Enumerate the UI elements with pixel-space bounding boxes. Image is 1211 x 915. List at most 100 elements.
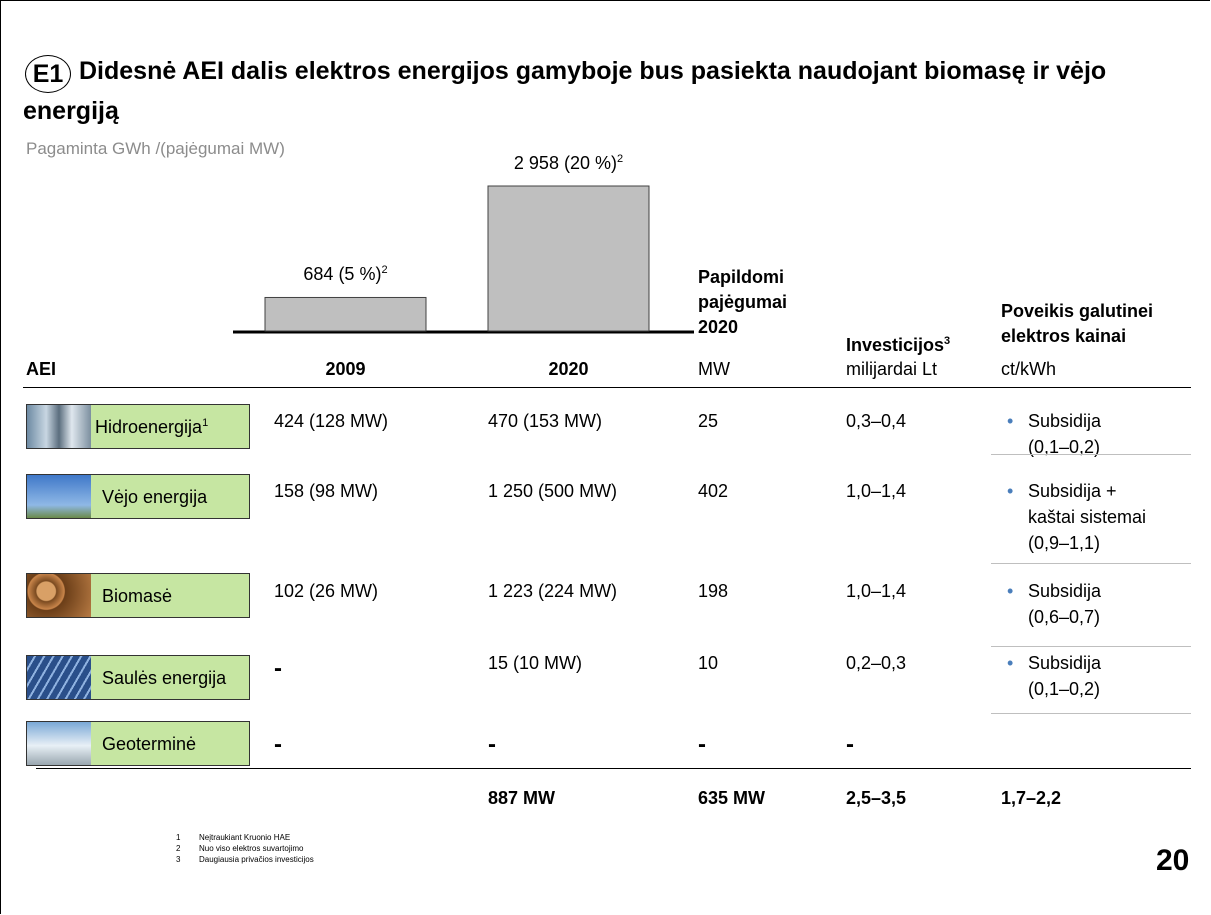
cell-impact: (0,6–0,7) (1028, 607, 1101, 627)
cell-impact: Subsidija + (1028, 481, 1117, 501)
cell-added: - (698, 731, 706, 758)
source-name-text: Vėjo energija (102, 487, 208, 507)
cell-2020: 1 223 (224 MW) (488, 581, 618, 601)
source-name-text: Biomasė (102, 586, 173, 606)
source-icon (27, 475, 91, 518)
cell-impact: kaštai sistemai (1028, 507, 1147, 527)
header-source: AEI (26, 359, 57, 379)
cell-invest: 0,3–0,4 (846, 411, 907, 431)
source-label: Hidroenergija1 (26, 404, 250, 449)
bullet: • (1007, 581, 1014, 601)
cell-2009: 424 (128 MW) (274, 411, 389, 431)
cell-2020: - (488, 731, 496, 758)
title-badge: E1 (25, 55, 71, 93)
cell-invest: 1,0–1,4 (846, 581, 907, 601)
source-name: Vėjo energija (102, 486, 207, 508)
total-added: 635 MW (698, 788, 766, 808)
bar (487, 185, 650, 332)
source-name-text: Geoterminė (102, 734, 197, 754)
cell-2009: - (274, 731, 282, 758)
total-impact: 1,7–2,2 (1001, 788, 1062, 808)
source-name: Hidroenergija1 (95, 416, 208, 438)
header-line: pajėgumai (698, 292, 788, 312)
row-rule (991, 454, 1191, 455)
source-icon (27, 722, 91, 765)
bar-label: 2 958 (20 %)2 (488, 152, 649, 174)
cell-added: 25 (698, 411, 719, 431)
footnote-ref: 3 (944, 335, 951, 347)
footnote-text: Daugiausia privačios investicijos (199, 855, 314, 864)
cell-2009: 102 (26 MW) (274, 581, 379, 601)
source-name: Saulės energija (102, 667, 226, 689)
cell-added: 10 (698, 653, 719, 673)
source-name-text: Hidroenergija (95, 417, 203, 437)
cell-impact: (0,1–0,2) (1028, 437, 1101, 457)
cell-2009: 158 (98 MW) (274, 481, 379, 501)
bar-label: 684 (5 %)2 (265, 263, 426, 285)
bullet: • (1007, 411, 1014, 431)
footnote-ref: 2 (381, 264, 388, 277)
cell-impact: Subsidija (1028, 411, 1102, 431)
source-label: Saulės energija (26, 655, 250, 700)
cell-2020: 1 250 (500 MW) (488, 481, 618, 501)
source-label: Geoterminė (26, 721, 250, 766)
row-rule (991, 713, 1191, 714)
source-name-text: Saulės energija (102, 668, 227, 688)
cell-invest: 0,2–0,3 (846, 653, 907, 673)
header-added: Papildomi pajėgumai 2020 (698, 265, 787, 340)
title-text: Didesnė AEI dalis elektros energijos gam… (23, 57, 1107, 125)
bar-label-text: 684 (5 %) (303, 264, 382, 285)
cell-impact: (0,1–0,2) (1028, 679, 1101, 699)
bullet: • (1007, 481, 1014, 501)
subtitle: Pagaminta GWh /(pajėgumai MW) (26, 139, 285, 158)
column-header: 2020 (548, 359, 589, 379)
footnote-text: Neįtraukiant Kruonio HAE (199, 833, 291, 842)
cell-invest: 1,0–1,4 (846, 481, 907, 501)
total-2020: 887 MW (488, 788, 556, 808)
header-invest: Investicijos3 (846, 334, 950, 356)
row-rule (991, 563, 1191, 564)
bar-chart (233, 185, 694, 334)
slide-title: E1 Didesnė AEI dalis elektros energijos g… (23, 51, 1193, 131)
header-text: Investicijos (846, 335, 945, 355)
source-label: Vėjo energija (26, 474, 250, 519)
header-impact-unit: ct/kWh (1001, 359, 1057, 379)
source-icon (27, 574, 91, 617)
footnote-number: 2 (176, 844, 181, 853)
header-line: Papildomi (698, 267, 785, 287)
footnote-text: Nuo viso elektros suvartojimo (199, 844, 304, 853)
page-number: 20 (1156, 844, 1190, 877)
footnote-number: 1 (176, 833, 181, 842)
cell-added: 198 (698, 581, 729, 601)
footnote-number: 3 (176, 855, 181, 864)
bar (264, 296, 427, 332)
bar-label-text: 2 958 (20 %) (513, 153, 617, 173)
cell-2020: 470 (153 MW) (488, 411, 603, 431)
cell-2020: 15 (10 MW) (488, 653, 583, 673)
source-icon (27, 656, 91, 699)
footnote-ref: 2 (616, 153, 624, 165)
row-rule (991, 646, 1191, 647)
total-rule (36, 768, 1191, 769)
cell-impact: Subsidija (1028, 653, 1102, 673)
footnote-ref: 1 (202, 417, 209, 429)
source-name: Geoterminė (102, 733, 196, 755)
total-invest: 2,5–3,5 (846, 788, 907, 808)
cell-2009: - (274, 655, 282, 682)
header-added-unit: MW (698, 359, 730, 379)
source-label: Biomasė (26, 573, 250, 618)
header-line: Poveikis galutinei (1001, 301, 1154, 321)
cell-added: 402 (698, 481, 729, 501)
header-rule (23, 387, 1191, 388)
header-line: elektros kainai (1001, 326, 1127, 346)
bullet: • (1007, 653, 1014, 673)
cell-impact: Subsidija (1028, 581, 1102, 601)
cell-impact: (0,9–1,1) (1028, 533, 1101, 553)
cell-invest: - (846, 731, 854, 758)
source-name: Biomasė (102, 585, 172, 607)
header-line: 2020 (698, 317, 739, 337)
column-header: 2009 (325, 359, 366, 379)
header-invest-unit: milijardai Lt (846, 359, 938, 379)
header-impact: Poveikis galutinei elektros kainai (1001, 299, 1153, 349)
